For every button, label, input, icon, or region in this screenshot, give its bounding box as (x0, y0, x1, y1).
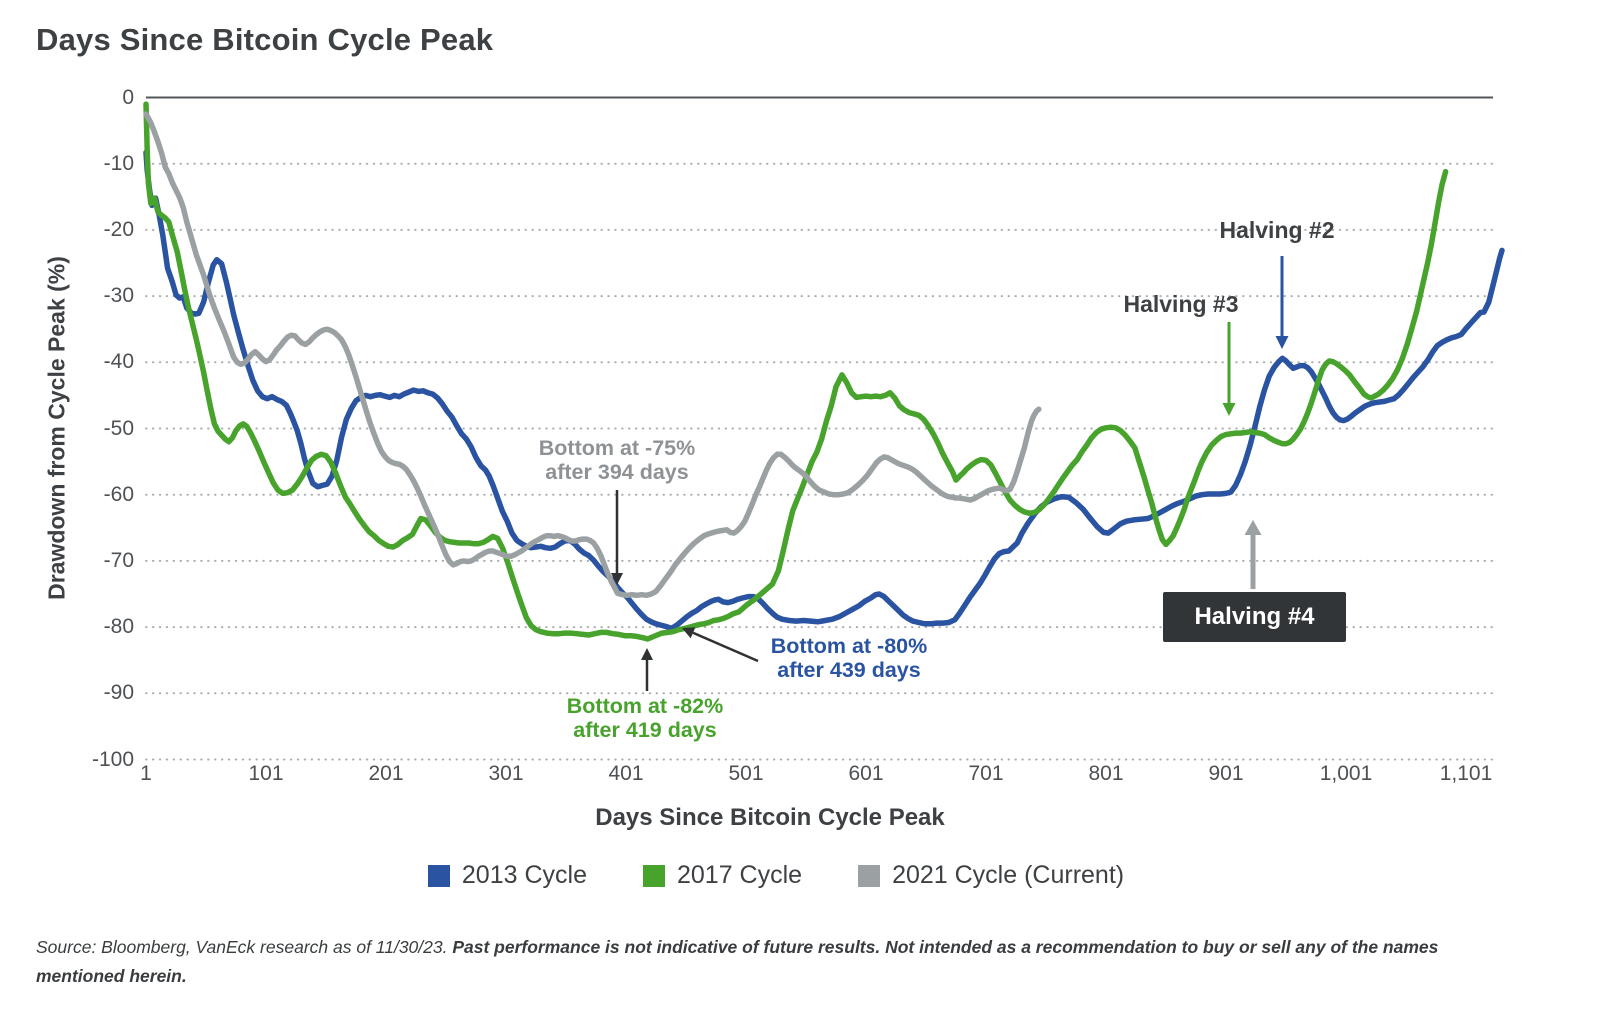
x-tick-label: 701 (968, 762, 1004, 785)
y-tick-label: -10 (103, 151, 134, 175)
source-disclaimer: Source: Bloomberg, VanEck research as of… (36, 933, 1596, 991)
arrow-halving-2-head (1275, 336, 1289, 349)
legend-item-2013: 2013 Cycle (427, 861, 587, 890)
annotation-line: Bottom at -82% (566, 694, 724, 718)
y-tick-label: -90 (103, 681, 134, 705)
y-tick-label: -20 (103, 217, 134, 241)
x-tick-label: 401 (608, 762, 644, 785)
halving-4-label: Halving #4 (1194, 603, 1315, 630)
x-axis-title: Days Since Bitcoin Cycle Peak (595, 804, 945, 831)
arrow-halving-3-head (1222, 403, 1236, 416)
halving-3-label: Halving #3 (1123, 291, 1239, 317)
x-tick-label: 601 (848, 762, 884, 785)
footer-line-2: mentioned herein. (36, 966, 187, 986)
y-axis-title: Drawdown from Cycle Peak (%) (43, 256, 70, 600)
annotation-line: Bottom at -80% (770, 634, 928, 658)
legend-swatch-2013 (427, 864, 450, 887)
y-tick-label: -100 (91, 747, 134, 771)
x-tick-label: 1 (140, 762, 152, 785)
x-tick-label: 1,101 (1439, 762, 1493, 785)
annotation-line: after 419 days (573, 718, 717, 742)
annotation-bottom-2021: Bottom at -75% after 394 days (492, 436, 742, 484)
arrow-to-2013-bottom (692, 631, 759, 663)
annotation-line: after 394 days (545, 460, 689, 484)
y-tick-label: -40 (103, 350, 134, 374)
y-tick-label: -30 (103, 284, 134, 308)
legend-label-2021: 2021 Cycle (Current) (892, 861, 1125, 889)
legend-label-2013: 2013 Cycle (461, 861, 587, 889)
y-tick-label: -50 (103, 416, 134, 440)
x-tick-label: 801 (1088, 762, 1124, 785)
y-tick-label: -80 (103, 615, 134, 639)
annotation-line: after 439 days (777, 658, 921, 682)
arrow-to-2013-bottom-head (682, 627, 696, 639)
arrow-to-2021-bottom-head (611, 573, 623, 585)
annotation-bottom-2013: Bottom at -80% after 439 days (724, 634, 974, 682)
legend-item-2021: 2021 Cycle (Current) (858, 861, 1124, 890)
legend-swatch-2017 (642, 864, 665, 887)
halving-4-box: Halving #4 (1163, 592, 1346, 642)
legend-label-2017: 2017 Cycle (676, 861, 803, 889)
halving-2-label: Halving #2 (1219, 217, 1335, 243)
footer-line-1: Source: Bloomberg, VanEck research as of… (36, 937, 1439, 957)
series-line-2021 (143, 111, 1042, 599)
y-tick-label: -70 (103, 548, 134, 572)
arrow-to-2017-bottom-head (641, 648, 653, 660)
x-tick-label: 101 (248, 762, 284, 785)
legend-item-2017: 2017 Cycle (642, 861, 803, 890)
x-tick-label: 901 (1208, 762, 1244, 785)
legend-swatch-2021 (858, 864, 881, 887)
x-tick-label: 501 (728, 762, 764, 785)
page-title: Days Since Bitcoin Cycle Peak (36, 22, 494, 57)
x-tick-label: 1,001 (1319, 762, 1373, 785)
y-tick-label: 0 (122, 85, 134, 109)
annotation-bottom-2017: Bottom at -82% after 419 days (520, 694, 770, 742)
y-tick-label: -60 (103, 482, 134, 506)
x-tick-label: 301 (488, 762, 524, 785)
x-tick-label: 201 (368, 762, 404, 785)
annotation-line: Bottom at -75% (538, 436, 696, 460)
chart-legend: 2013 Cycle 2017 Cycle 2021 Cycle (Curren… (146, 861, 1406, 890)
series-line-2017 (143, 101, 1449, 642)
series-line-2013 (143, 149, 1505, 632)
arrow-halving-4-head (1244, 520, 1262, 535)
